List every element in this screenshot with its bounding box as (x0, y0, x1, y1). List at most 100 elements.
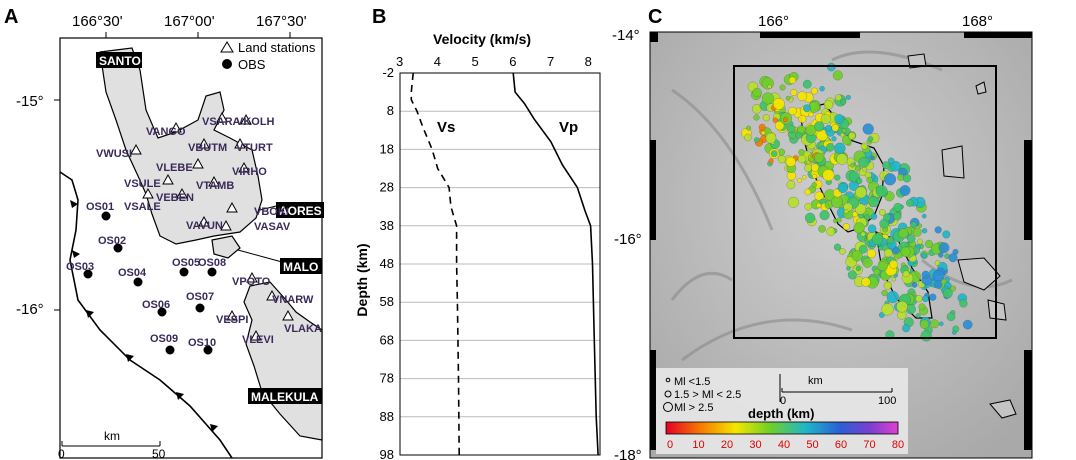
earthquake-dot (765, 132, 777, 144)
earthquake-dot (893, 202, 903, 212)
earthquake-dot (899, 185, 911, 196)
obs-label: OS09 (150, 333, 178, 345)
land-station-marker (176, 187, 188, 199)
earthquake-dot (788, 76, 796, 84)
earthquake-dot (772, 117, 778, 123)
land-station-label: VEBEN (156, 192, 194, 204)
earthquake-dot (906, 199, 914, 207)
obs-label: OS06 (142, 299, 170, 311)
earthquake-dot (825, 124, 832, 132)
seismicity-map: 166° 168° -14° -16° -18° Ml <1.5 1.5 > M… (612, 13, 1033, 460)
malo-label: MALO (283, 260, 318, 274)
panel-c-letter: C (648, 6, 663, 28)
land-station-marker (250, 329, 262, 341)
earthquake-dot (761, 92, 774, 105)
malekula-label-box (248, 388, 322, 404)
land-station-label: VASAV (254, 221, 291, 233)
earthquake-dot (744, 133, 752, 142)
earthquake-dot (788, 106, 797, 116)
earthquake-dot (921, 252, 927, 259)
earthquake-dot (898, 228, 909, 239)
earthquake-dot (921, 213, 927, 219)
earthquake-dot (877, 261, 888, 272)
land-station-label: VNARW (272, 294, 314, 306)
earthquake-dot (785, 95, 791, 101)
land-station-marker (130, 143, 142, 155)
earthquake-dot (917, 238, 923, 245)
earthquake-dot (808, 111, 814, 118)
earthquake-dot (952, 330, 957, 335)
earthquake-dot (814, 152, 825, 163)
land-station-label: VIRHO (232, 166, 267, 178)
earthquake-dot (889, 259, 898, 269)
obs-marker (83, 269, 93, 279)
earthquake-dot (887, 157, 895, 165)
earthquake-dot (934, 260, 941, 266)
panel-a-letter: A (4, 6, 19, 28)
earthquake-dot (831, 136, 837, 142)
land-station-marker (220, 219, 232, 231)
lat-tick: -16° (614, 231, 642, 248)
earthquake-dot (827, 62, 836, 72)
obs-marker (203, 345, 213, 355)
y-tick-label: 88 (380, 409, 394, 424)
y-tick-label: 98 (380, 447, 394, 460)
earthquake-dot (881, 289, 888, 297)
lon-tick: 166° (758, 13, 789, 30)
earthquake-dot (804, 212, 816, 224)
earthquake-dot (856, 177, 863, 185)
earthquake-dot (959, 299, 968, 308)
obs-marker (133, 277, 143, 287)
earthquake-dot (878, 312, 885, 318)
earthquake-dot (878, 245, 883, 251)
land-station-marker (226, 201, 238, 213)
earthquake-dot (770, 150, 778, 158)
earthquake-dot (811, 87, 818, 95)
lon-tick: 168° (962, 13, 993, 30)
earthquake-dot (881, 303, 894, 316)
earthquake-dot (777, 155, 786, 164)
scale-start: 0 (780, 395, 786, 407)
earthquake-dot (921, 270, 930, 279)
y-axis-title: Depth (km) (354, 243, 370, 316)
depth-tick-label: 20 (721, 439, 733, 451)
depth-tick-label: 40 (778, 439, 790, 451)
earthquake-dot (798, 149, 805, 156)
earthquake-dot (746, 125, 752, 131)
plot-frame (399, 72, 601, 456)
land-station-marker (192, 157, 204, 169)
depth-tick-label: 0 (667, 439, 673, 451)
earthquake-dot (855, 265, 862, 272)
earthquake-dot (915, 295, 923, 303)
lon-tick: 167°30' (256, 13, 307, 30)
earthquake-dot (855, 166, 861, 172)
earthquake-dot (834, 114, 844, 124)
earthquake-dot (870, 155, 875, 160)
earthquake-dot (767, 84, 772, 89)
earthquake-dot (864, 214, 870, 220)
earthquake-dot (822, 169, 835, 182)
earthquake-dot (848, 132, 856, 140)
land-station-marker (266, 289, 278, 301)
earthquake-dot (797, 154, 807, 164)
obs-legend-icon (222, 59, 232, 69)
earthquake-dot (886, 290, 899, 304)
x-tick-label: 8 (585, 54, 592, 69)
earthquake-dot (833, 218, 838, 224)
earthquake-dot (753, 114, 760, 121)
earthquake-dot (896, 300, 908, 313)
earthquake-dot (883, 173, 897, 186)
aores-label-box (276, 202, 324, 218)
earthquake-dot (853, 222, 865, 234)
y-tick-label: 48 (380, 256, 394, 271)
earthquake-dot (834, 142, 846, 154)
y-tick-label: 8 (387, 103, 394, 118)
malo-island (211, 235, 241, 259)
land-station-legend-icon (220, 41, 234, 53)
y-tick-label: 38 (380, 218, 394, 233)
earthquake-dot (804, 202, 812, 211)
mag-legend-item: 1.5 > Ml < 2.5 (674, 389, 741, 401)
depth-tick-label: 30 (749, 439, 761, 451)
earthquake-dot (900, 246, 911, 257)
y-tick-label: 28 (380, 180, 394, 195)
